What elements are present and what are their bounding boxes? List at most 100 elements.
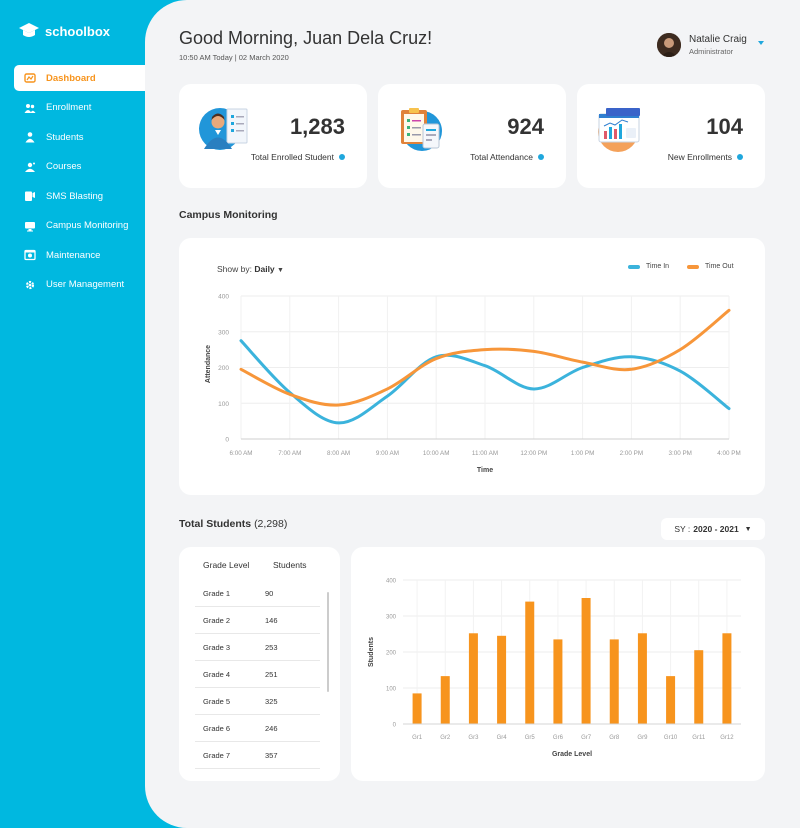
nav-item-students[interactable]: Students [14,124,145,150]
legend-label: Time Out [705,263,734,270]
nav-item-dashboard[interactable]: Dashboard [14,65,145,91]
sidebar-nav: Dashboard Enrollment Students Courses SM… [14,65,145,301]
stat-label: Total Enrolled Student [251,152,345,162]
chevron-down-icon[interactable] [758,41,764,45]
grade-cell: Grade 4 [203,669,231,679]
student-count-cell: 90 [265,588,274,598]
series-line-time-in [239,339,731,425]
bar [468,633,478,724]
grade-cell: Grade 5 [203,696,231,706]
graduation-cap-icon [19,23,39,37]
info-icon[interactable] [737,154,743,160]
bar [525,601,535,724]
nav-item-campus-monitoring[interactable]: Campus Monitoring [14,213,145,239]
legend-label: Time In [646,263,670,270]
x-tick-label: Gr5 [525,735,536,741]
table-row[interactable]: Grade 5 325 [195,688,320,715]
greeting-title: Good Morning, Juan Dela Cruz! [179,28,433,48]
grade-cell: Grade 6 [203,723,231,733]
show-by-dropdown[interactable]: Show by: Daily ▼ [217,264,284,274]
x-axis-label: Time [477,467,493,474]
sy-label: SY : [674,524,691,534]
info-icon[interactable] [538,154,544,160]
y-axis-label: Attendance [205,345,212,383]
show-by-value: Daily [254,264,275,274]
attendance-illustration [401,108,442,151]
table-row[interactable]: Grade 2 146 [195,607,320,634]
y-tick-label: 400 [218,294,229,301]
y-tick-label: 100 [386,687,397,693]
x-tick-label: Gr4 [497,735,508,741]
stat-label: New Enrollments [668,152,743,162]
stat-card-attendance: 924 Total Attendance [378,84,566,188]
enrollment-icon [24,103,36,113]
bar [722,633,732,724]
grade-table-card: Grade Level Students Grade 1 90 Grade 2 146… [179,547,340,781]
legend-swatch [628,264,640,269]
students-bar-chart-card: 0 100 200 300 400 Gr1 Gr2 Gr3 Gr4 Gr5 Gr6 Gr7 Gr8 Gr9… [351,547,765,781]
students-bar-chart: 0 100 200 300 400 Gr1 Gr2 Gr3 Gr4 Gr5 Gr6 Gr7 Gr8 Gr9… [368,579,741,758]
grade-cell: Grade 2 [203,615,231,625]
stat-label: Total Attendance [470,152,544,162]
table-row[interactable]: Grade 4 251 [195,661,320,688]
y-axis-label: Students [368,637,375,667]
y-tick-label: 200 [218,365,229,372]
grade-cell: Grade 7 [203,750,231,760]
campus-monitoring-icon [25,221,35,231]
show-by-label: Show by: [217,264,252,274]
nav-item-maintenance[interactable]: Maintenance [14,242,145,268]
x-tick-label: Gr9 [637,735,648,741]
nav-label: Maintenance [46,249,101,261]
brand-logo[interactable]: schoolbox [18,22,110,40]
nav-item-user-management[interactable]: User Management [14,272,145,298]
x-tick-label: 9:00 AM [376,450,399,457]
series-line-time-out [239,308,731,407]
nav-item-sms-blasting[interactable]: SMS Blasting [14,183,145,209]
avatar [657,33,681,57]
x-tick-label: Gr11 [692,735,706,741]
user-role: Administrator [689,47,734,56]
table-row[interactable]: Grade 6 246 [195,715,320,742]
student-count-cell: 251 [265,669,278,679]
dashboard-icon [24,73,36,83]
student-count-cell: 253 [265,642,278,652]
legend-time-in: Time In [628,263,669,270]
stat-card-new-enrollments: 104 New Enrollments [577,84,765,188]
nav-item-enrollment[interactable]: Enrollment [14,95,145,121]
stat-value: 924 [507,114,544,139]
y-tick-label: 0 [225,437,229,444]
x-tick-label: Gr10 [664,735,678,741]
school-year-dropdown[interactable]: SY : 2020 - 2021 ▼ [661,518,765,540]
scrollbar[interactable] [327,592,329,692]
x-tick-label: Gr3 [468,735,479,741]
stat-label-text: Total Enrolled Student [250,152,334,162]
bar [412,693,422,724]
x-tick-label: Gr7 [581,735,592,741]
info-icon[interactable] [339,154,345,160]
nav-item-courses[interactable]: Courses [14,154,145,180]
bar [609,639,619,724]
x-tick-label: 1:00 PM [571,450,594,457]
sy-value: 2020 - 2021 [693,524,739,534]
nav-label: User Management [46,279,125,290]
student-count-cell: 246 [265,723,278,733]
legend-time-out: Time Out [687,263,734,270]
user-profile[interactable]: Natalie Craig Administrator [657,33,747,57]
user-name: Natalie Craig [689,34,747,45]
x-tick-label: 12:00 PM [520,450,547,457]
total-students-title: Total Students (2,298) [179,518,287,530]
y-tick-label: 0 [393,723,397,729]
table-row[interactable]: Grade 3 253 [195,634,320,661]
campus-monitoring-card: Show by: Daily ▼ Time In Time Out 0 100 20… [179,238,765,495]
stat-value: 104 [706,114,743,139]
enrolled-student-illustration [199,108,248,150]
stat-label-text: New Enrollments [667,152,732,162]
chevron-down-icon: ▼ [744,525,752,533]
new-enrollments-illustration [598,108,640,152]
grade-cell: Grade 3 [203,642,231,652]
table-row[interactable]: Grade 7 357 [195,742,320,769]
student-count-cell: 357 [265,750,278,760]
stat-value: 1,283 [289,114,345,139]
table-row[interactable]: Grade 1 90 [195,580,320,607]
maintenance-icon [24,249,36,261]
